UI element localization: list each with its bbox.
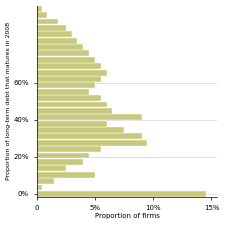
Bar	[37, 108, 112, 114]
Bar	[37, 178, 54, 184]
Bar	[37, 114, 142, 120]
Bar	[37, 31, 72, 37]
Bar	[37, 44, 83, 50]
Bar	[37, 19, 58, 25]
Bar	[37, 153, 89, 158]
Bar	[37, 25, 66, 31]
Bar	[37, 101, 107, 107]
Bar	[37, 184, 43, 190]
Bar	[37, 38, 77, 44]
Bar	[37, 165, 66, 171]
X-axis label: Proportion of firms: Proportion of firms	[94, 214, 159, 219]
Bar	[37, 89, 89, 95]
Bar	[37, 133, 142, 139]
Bar	[37, 50, 89, 56]
Bar	[37, 63, 101, 69]
Bar	[37, 159, 83, 165]
Bar	[37, 76, 101, 82]
Bar	[37, 121, 107, 127]
Bar	[37, 146, 101, 152]
Bar	[37, 191, 206, 197]
Y-axis label: Proportion of long-term debt that matures in 2008: Proportion of long-term debt that mature…	[6, 22, 11, 180]
Bar	[37, 172, 95, 178]
Bar	[37, 82, 95, 88]
Bar	[37, 6, 43, 12]
Bar	[37, 140, 147, 146]
Bar	[37, 127, 124, 133]
Bar	[37, 70, 107, 76]
Bar	[37, 95, 101, 101]
Bar	[37, 12, 47, 18]
Bar	[37, 57, 95, 63]
